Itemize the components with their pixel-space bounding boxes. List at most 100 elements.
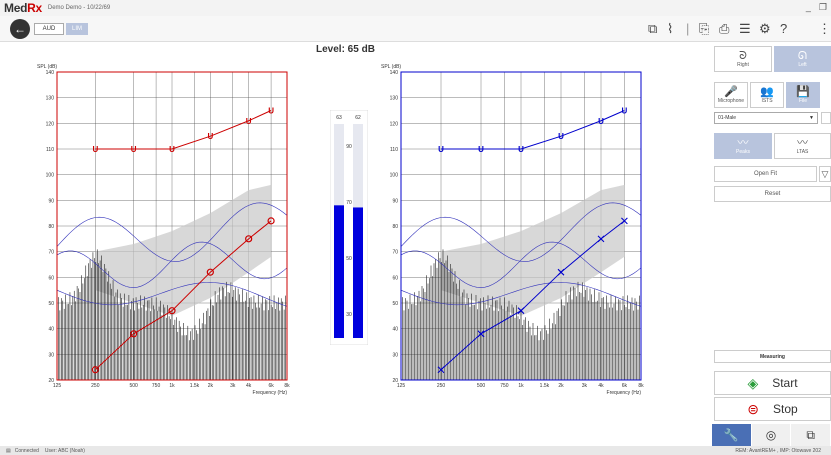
- ucl-point: U: [246, 117, 252, 126]
- meter-left-value: 63: [336, 115, 342, 121]
- toolbar: ← AUD LIM ⧉ ⌇ | ⎘ ⎙ ☰ ⚙ ? ⋮: [0, 16, 831, 42]
- x-tick-label: 8k: [638, 383, 644, 389]
- x-tick-label: 2k: [208, 383, 214, 389]
- y-axis-label: SPL (dB): [381, 64, 401, 70]
- x-tick-label: 1k: [518, 383, 524, 389]
- envelope-line: [56, 282, 288, 307]
- y-tick-label: 30: [48, 352, 54, 358]
- x-tick-label: 4k: [598, 383, 604, 389]
- microphone-button[interactable]: 🎤 Microphone: [714, 82, 748, 108]
- left-ear-button[interactable]: ᘏ Left: [774, 46, 831, 72]
- ucl-point: U: [207, 132, 213, 141]
- y-tick-label: 70: [392, 250, 398, 256]
- display-icon[interactable]: ⧉: [648, 21, 658, 36]
- peaks-button[interactable]: 〰 Peaks: [714, 133, 772, 159]
- x-tick-label: 3k: [230, 383, 236, 389]
- x-tick-label: 500: [477, 383, 486, 389]
- y-tick-label: 90: [392, 198, 398, 204]
- stop-button[interactable]: ⊜ Stop: [714, 397, 831, 421]
- x-tick-label: 500: [129, 383, 138, 389]
- back-button[interactable]: ←: [10, 19, 30, 39]
- ucl-point: U: [131, 145, 137, 154]
- y-tick-label: 40: [392, 327, 398, 333]
- user-status: User: ABC (Noah): [44, 447, 85, 454]
- hearing-aid-icon[interactable]: ⌇: [667, 21, 674, 36]
- target-point: [477, 330, 485, 338]
- tools-tab[interactable]: 🔧: [712, 424, 752, 446]
- ucl-point: U: [478, 145, 484, 154]
- y-tick-label: 20: [48, 378, 54, 384]
- target-icon: ◎: [765, 428, 777, 442]
- target-point: [517, 307, 525, 315]
- x-tick-label: 750: [152, 383, 161, 389]
- y-tick-label: 30: [392, 352, 398, 358]
- envelope-line: [400, 241, 642, 288]
- waveform-icon: 〰: [797, 137, 808, 149]
- right-ear-button[interactable]: ᘐ Right: [714, 46, 772, 72]
- ucl-point: U: [622, 107, 628, 116]
- waveform-icon: 〰: [737, 137, 749, 149]
- minimize-icon[interactable]: _: [805, 2, 811, 12]
- start-button[interactable]: ◈ Start: [714, 371, 831, 395]
- open-fit-button[interactable]: Open Fit: [714, 166, 817, 182]
- arrow-left-icon: ←: [14, 22, 26, 36]
- target-point: [206, 268, 214, 276]
- report-icon[interactable]: ☰: [739, 21, 751, 36]
- help-icon[interactable]: ?: [780, 21, 788, 36]
- measuring-label: Measuring: [714, 350, 831, 363]
- reset-button[interactable]: Reset: [714, 186, 831, 202]
- filter-button[interactable]: ▽: [819, 166, 831, 182]
- y-tick-label: 80: [392, 224, 398, 230]
- envelope-line: [56, 241, 288, 288]
- y-tick-label: 120: [46, 121, 55, 127]
- ucl-point: U: [169, 145, 175, 154]
- right-panel: ᘐ Right ᘏ Left 🎤 Microphone 👥 ISTS 💾 Fil…: [712, 44, 831, 445]
- restore-icon[interactable]: ❐: [818, 2, 827, 12]
- x-tick-label: 125: [397, 383, 406, 389]
- target-point: [267, 217, 275, 225]
- y-tick-label: 120: [390, 121, 399, 127]
- lim-button[interactable]: LIM: [66, 23, 88, 35]
- microphone-icon: 🎤: [724, 86, 738, 98]
- stop-icon: ⊜: [747, 400, 760, 417]
- x-tick-label: 125: [53, 383, 62, 389]
- ltas-button[interactable]: 〰 LTAS: [774, 133, 831, 159]
- target-point: [168, 307, 176, 315]
- y-tick-label: 80: [48, 224, 54, 230]
- target-tab[interactable]: ◎: [751, 424, 792, 446]
- aud-button[interactable]: AUD: [34, 23, 64, 35]
- target-point: [597, 235, 605, 243]
- separator-icon: |: [686, 21, 690, 36]
- meter-scale-label: 30: [346, 312, 352, 318]
- gear-icon[interactable]: ⚙: [759, 21, 771, 36]
- bottom-tabs: 🔧 ◎ ⧉: [712, 424, 831, 446]
- x-axis-label: Frequency (Hz): [253, 390, 288, 396]
- x-tick-label: 750: [500, 383, 509, 389]
- x-tick-label: 8k: [284, 383, 290, 389]
- series-line: [440, 220, 625, 371]
- x-tick-label: 1.5k: [540, 383, 550, 389]
- meter-scale-label: 70: [346, 200, 352, 206]
- file-button[interactable]: 💾 File: [786, 82, 820, 108]
- y-tick-label: 40: [48, 327, 54, 333]
- file-browse-button[interactable]: [821, 112, 831, 124]
- plot-frame: [400, 71, 642, 381]
- export-icon[interactable]: ⎘: [699, 21, 710, 36]
- ucl-point: U: [438, 145, 444, 154]
- y-tick-label: 60: [48, 275, 54, 281]
- more-icon[interactable]: ⋮: [818, 21, 831, 36]
- y-tick-label: 50: [48, 301, 54, 307]
- print-icon[interactable]: ⎙: [719, 21, 730, 36]
- title-bar: MedRx Demo Demo - 10/22/69 _ ❐: [0, 0, 831, 16]
- wrench-icon: 🔧: [723, 428, 739, 442]
- speech-band: [441, 184, 625, 316]
- y-tick-label: 140: [46, 70, 55, 76]
- level-meter: 63 62 90 70 50 30: [330, 110, 368, 345]
- series-line: [95, 110, 272, 150]
- stimulus-select[interactable]: 01-Male ▼: [714, 112, 818, 124]
- ists-button[interactable]: 👥 ISTS: [750, 82, 784, 108]
- x-tick-label: 3k: [582, 383, 588, 389]
- y-tick-label: 20: [392, 378, 398, 384]
- copy-tab[interactable]: ⧉: [791, 424, 831, 446]
- window-title: Demo Demo - 10/22/69: [47, 5, 111, 11]
